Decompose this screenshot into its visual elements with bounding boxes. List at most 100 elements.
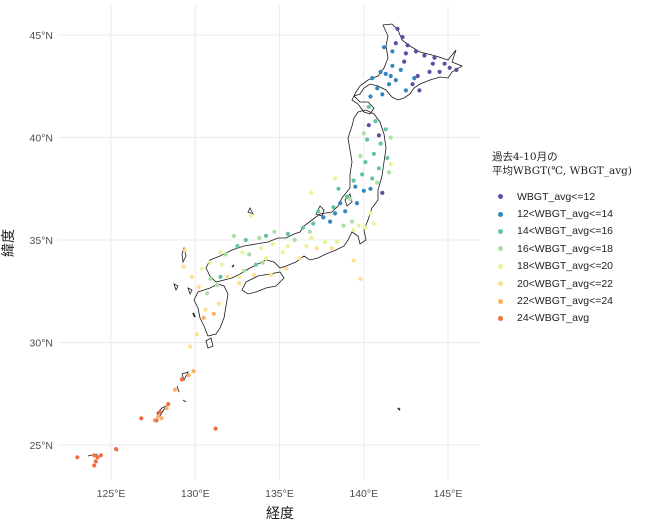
station-point	[338, 201, 343, 206]
series-7	[75, 377, 218, 468]
station-point	[398, 67, 403, 72]
station-point	[280, 250, 285, 255]
station-point	[368, 211, 373, 216]
station-point	[333, 176, 338, 181]
station-point	[156, 414, 161, 419]
station-point	[400, 35, 405, 40]
station-point	[432, 55, 437, 60]
station-point	[139, 416, 144, 421]
station-point	[309, 190, 314, 195]
station-point	[93, 459, 98, 464]
station-point	[201, 315, 206, 320]
station-point	[410, 82, 415, 87]
station-point	[309, 235, 314, 240]
x-tick-label: 125°E	[97, 488, 126, 500]
legend-dot-icon	[498, 263, 503, 269]
station-point	[270, 242, 275, 247]
station-point	[237, 281, 242, 286]
y-tick-label: 35°N	[30, 235, 53, 247]
legend-label: WBGT_avg<=12	[517, 190, 596, 203]
legend-label: 16<WBGT_avg<=18	[517, 242, 614, 255]
station-point	[442, 61, 447, 66]
station-point	[284, 266, 289, 271]
gridlines	[58, 5, 480, 480]
station-point	[240, 250, 245, 255]
legend-dot-icon	[498, 246, 503, 252]
station-point	[114, 447, 119, 452]
station-point	[368, 186, 373, 191]
station-point	[388, 73, 393, 79]
station-point	[248, 213, 253, 218]
station-point	[381, 45, 387, 50]
legend-item: 22<WBGT_avg<=24	[492, 292, 632, 309]
station-point	[366, 123, 371, 128]
legend-title-line2: 平均WBGT(℃, WBGT_avg)	[492, 165, 632, 177]
station-point	[378, 141, 383, 146]
y-tick-label: 40°N	[30, 133, 53, 145]
station-point	[356, 223, 361, 228]
station-point	[220, 262, 225, 267]
station-point	[252, 272, 257, 277]
station-point	[181, 264, 186, 269]
station-point	[297, 256, 302, 261]
station-point	[454, 67, 459, 72]
station-point	[75, 455, 80, 460]
y-tick-label: 25°N	[30, 440, 53, 452]
station-point	[247, 252, 252, 257]
station-point	[386, 82, 392, 87]
station-point	[370, 176, 375, 181]
station-point	[395, 26, 400, 31]
station-point	[189, 274, 194, 279]
station-point	[336, 186, 341, 191]
legend: 過去4-10月の平均WBGT(℃, WBGT_avg) WBGT_avg<=12…	[492, 150, 632, 327]
station-point	[231, 233, 237, 238]
station-point	[301, 225, 306, 230]
station-point	[344, 194, 349, 199]
station-point	[447, 65, 452, 70]
station-point	[415, 73, 420, 79]
station-point	[285, 244, 290, 249]
station-point	[159, 416, 164, 421]
legend-title-line1: 過去4-10月の	[492, 151, 558, 163]
station-point	[321, 215, 326, 220]
station-point	[383, 127, 388, 132]
legend-label: 14<WBGT_avg<=16	[517, 225, 614, 238]
series-4	[199, 162, 393, 279]
station-point	[349, 219, 355, 224]
station-point	[194, 332, 199, 337]
station-point	[216, 301, 221, 306]
station-point	[361, 188, 366, 193]
station-point	[307, 229, 312, 234]
station-point	[92, 463, 97, 468]
legend-dot-icon	[498, 315, 503, 321]
station-point	[269, 272, 274, 277]
station-point	[393, 78, 398, 83]
station-point	[388, 162, 393, 167]
station-point	[285, 231, 290, 236]
station-point	[422, 53, 427, 58]
station-point	[341, 223, 346, 228]
station-point	[211, 311, 216, 316]
x-tick-label: 135°E	[265, 488, 294, 500]
station-point	[188, 344, 193, 349]
station-point	[388, 135, 393, 140]
station-point	[260, 260, 265, 265]
legend-label: 20<WBGT_avg<=22	[517, 277, 614, 290]
station-point	[225, 274, 230, 279]
legend-item: 20<WBGT_avg<=22	[492, 275, 632, 292]
station-point	[292, 237, 297, 243]
station-point	[412, 76, 417, 81]
station-point	[375, 86, 380, 91]
legend-dot-icon	[498, 281, 503, 287]
station-points	[75, 26, 459, 468]
station-point	[402, 59, 407, 64]
y-tick-label: 30°N	[30, 338, 53, 350]
station-point	[316, 209, 321, 214]
station-point	[386, 170, 392, 175]
station-point	[328, 219, 333, 224]
station-point	[371, 151, 376, 156]
station-point	[164, 406, 169, 411]
legend-item: WBGT_avg<=12	[492, 188, 632, 205]
station-point	[186, 373, 191, 378]
